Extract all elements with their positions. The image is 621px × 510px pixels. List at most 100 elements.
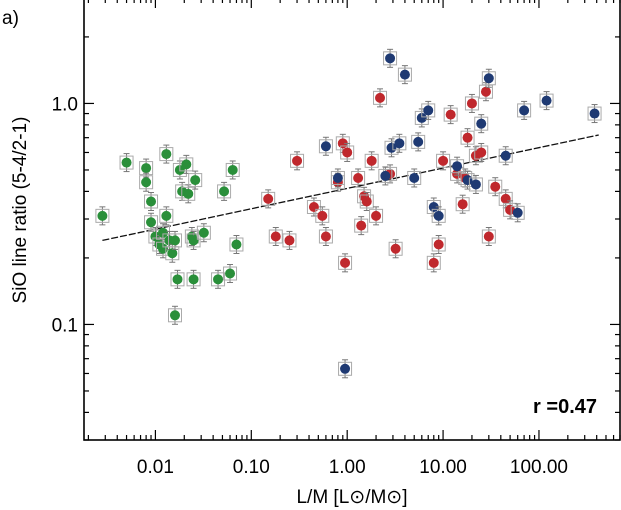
x-axis-title: L/M [L⊙/M⊙] bbox=[296, 487, 407, 508]
point-box bbox=[217, 184, 232, 199]
data-point-green bbox=[159, 144, 174, 164]
point-marker bbox=[541, 95, 552, 106]
plot-frame bbox=[83, 0, 621, 441]
data-point-red bbox=[431, 235, 446, 255]
point-marker bbox=[320, 231, 331, 242]
x-tick-label: 0.10 bbox=[233, 457, 270, 478]
point-box bbox=[170, 272, 185, 287]
point-box bbox=[488, 179, 503, 194]
point-box bbox=[318, 139, 333, 154]
point-marker bbox=[500, 150, 511, 161]
data-point-red bbox=[481, 226, 496, 246]
data-point-red bbox=[369, 206, 384, 226]
point-box bbox=[144, 194, 159, 209]
y-tick-label: 1.0 bbox=[52, 94, 78, 115]
data-point-blue bbox=[397, 65, 412, 85]
point-box bbox=[431, 208, 446, 223]
point-marker bbox=[219, 186, 230, 197]
data-point-green bbox=[144, 192, 159, 212]
point-marker bbox=[433, 210, 444, 221]
data-point-red bbox=[455, 194, 470, 214]
point-box bbox=[318, 229, 333, 244]
point-box bbox=[464, 96, 479, 111]
data-point-red bbox=[351, 168, 366, 188]
point-box bbox=[211, 272, 226, 287]
y-tick-label: 0.1 bbox=[52, 315, 78, 336]
point-marker bbox=[270, 231, 281, 242]
point-marker bbox=[188, 274, 199, 285]
data-point-green bbox=[159, 206, 174, 226]
data-point-red bbox=[478, 82, 493, 102]
point-marker bbox=[227, 164, 238, 175]
data-point-blue bbox=[539, 91, 554, 111]
data-point-green bbox=[139, 172, 154, 192]
point-marker bbox=[332, 172, 343, 183]
point-box bbox=[431, 237, 446, 252]
point-box bbox=[196, 225, 211, 240]
point-marker bbox=[263, 193, 274, 204]
point-marker bbox=[409, 172, 420, 183]
point-box bbox=[517, 103, 532, 118]
point-box bbox=[268, 229, 283, 244]
data-point-red bbox=[373, 88, 388, 108]
point-box bbox=[188, 173, 203, 188]
point-box bbox=[159, 208, 174, 223]
point-marker bbox=[356, 220, 367, 231]
point-marker bbox=[433, 239, 444, 250]
x-tick-label: 10.00 bbox=[419, 457, 467, 478]
point-marker bbox=[445, 109, 456, 120]
point-box bbox=[498, 191, 513, 206]
point-box bbox=[373, 90, 388, 105]
point-marker bbox=[342, 147, 353, 158]
data-point-blue bbox=[468, 174, 483, 194]
point-box bbox=[290, 153, 305, 168]
point-marker bbox=[169, 235, 180, 246]
data-point-blue bbox=[330, 168, 345, 188]
data-point-red bbox=[340, 142, 355, 162]
point-marker bbox=[505, 204, 516, 215]
data-point-blue bbox=[517, 100, 532, 120]
point-marker bbox=[292, 155, 303, 166]
point-marker bbox=[167, 248, 178, 259]
data-point-red bbox=[261, 189, 276, 209]
point-box bbox=[95, 208, 110, 223]
point-marker bbox=[213, 274, 224, 285]
data-point-green bbox=[217, 181, 232, 201]
y-axis-title: SiO line ratio (5-4/2-1) bbox=[10, 117, 31, 304]
point-marker bbox=[466, 98, 477, 109]
point-marker bbox=[340, 257, 351, 268]
point-box bbox=[460, 130, 475, 145]
data-point-blue bbox=[338, 359, 353, 379]
data-point-blue bbox=[392, 133, 407, 153]
point-box bbox=[315, 208, 330, 223]
point-marker bbox=[413, 136, 424, 147]
point-marker bbox=[371, 210, 382, 221]
point-marker bbox=[361, 196, 372, 207]
data-point-red bbox=[460, 128, 475, 148]
data-point-green bbox=[229, 235, 244, 255]
point-marker bbox=[340, 363, 351, 374]
data-point-blue bbox=[318, 136, 333, 156]
data-point-red bbox=[503, 200, 518, 220]
point-marker bbox=[390, 243, 401, 254]
data-point-green bbox=[179, 154, 194, 174]
point-box bbox=[369, 208, 384, 223]
point-box bbox=[351, 170, 366, 185]
point-marker bbox=[438, 155, 449, 166]
data-point-red bbox=[488, 177, 503, 197]
point-marker bbox=[500, 193, 511, 204]
data-point-red bbox=[359, 192, 374, 212]
data-point-red bbox=[290, 151, 305, 171]
point-marker bbox=[416, 112, 427, 123]
data-point-green bbox=[119, 153, 134, 173]
data-point-red bbox=[474, 142, 489, 162]
point-box bbox=[181, 186, 196, 201]
point-box bbox=[388, 241, 403, 256]
point-box bbox=[186, 233, 201, 248]
point-marker bbox=[380, 170, 391, 181]
point-marker bbox=[141, 177, 152, 188]
point-box bbox=[340, 145, 355, 160]
point-marker bbox=[470, 179, 481, 190]
point-box bbox=[397, 67, 412, 82]
